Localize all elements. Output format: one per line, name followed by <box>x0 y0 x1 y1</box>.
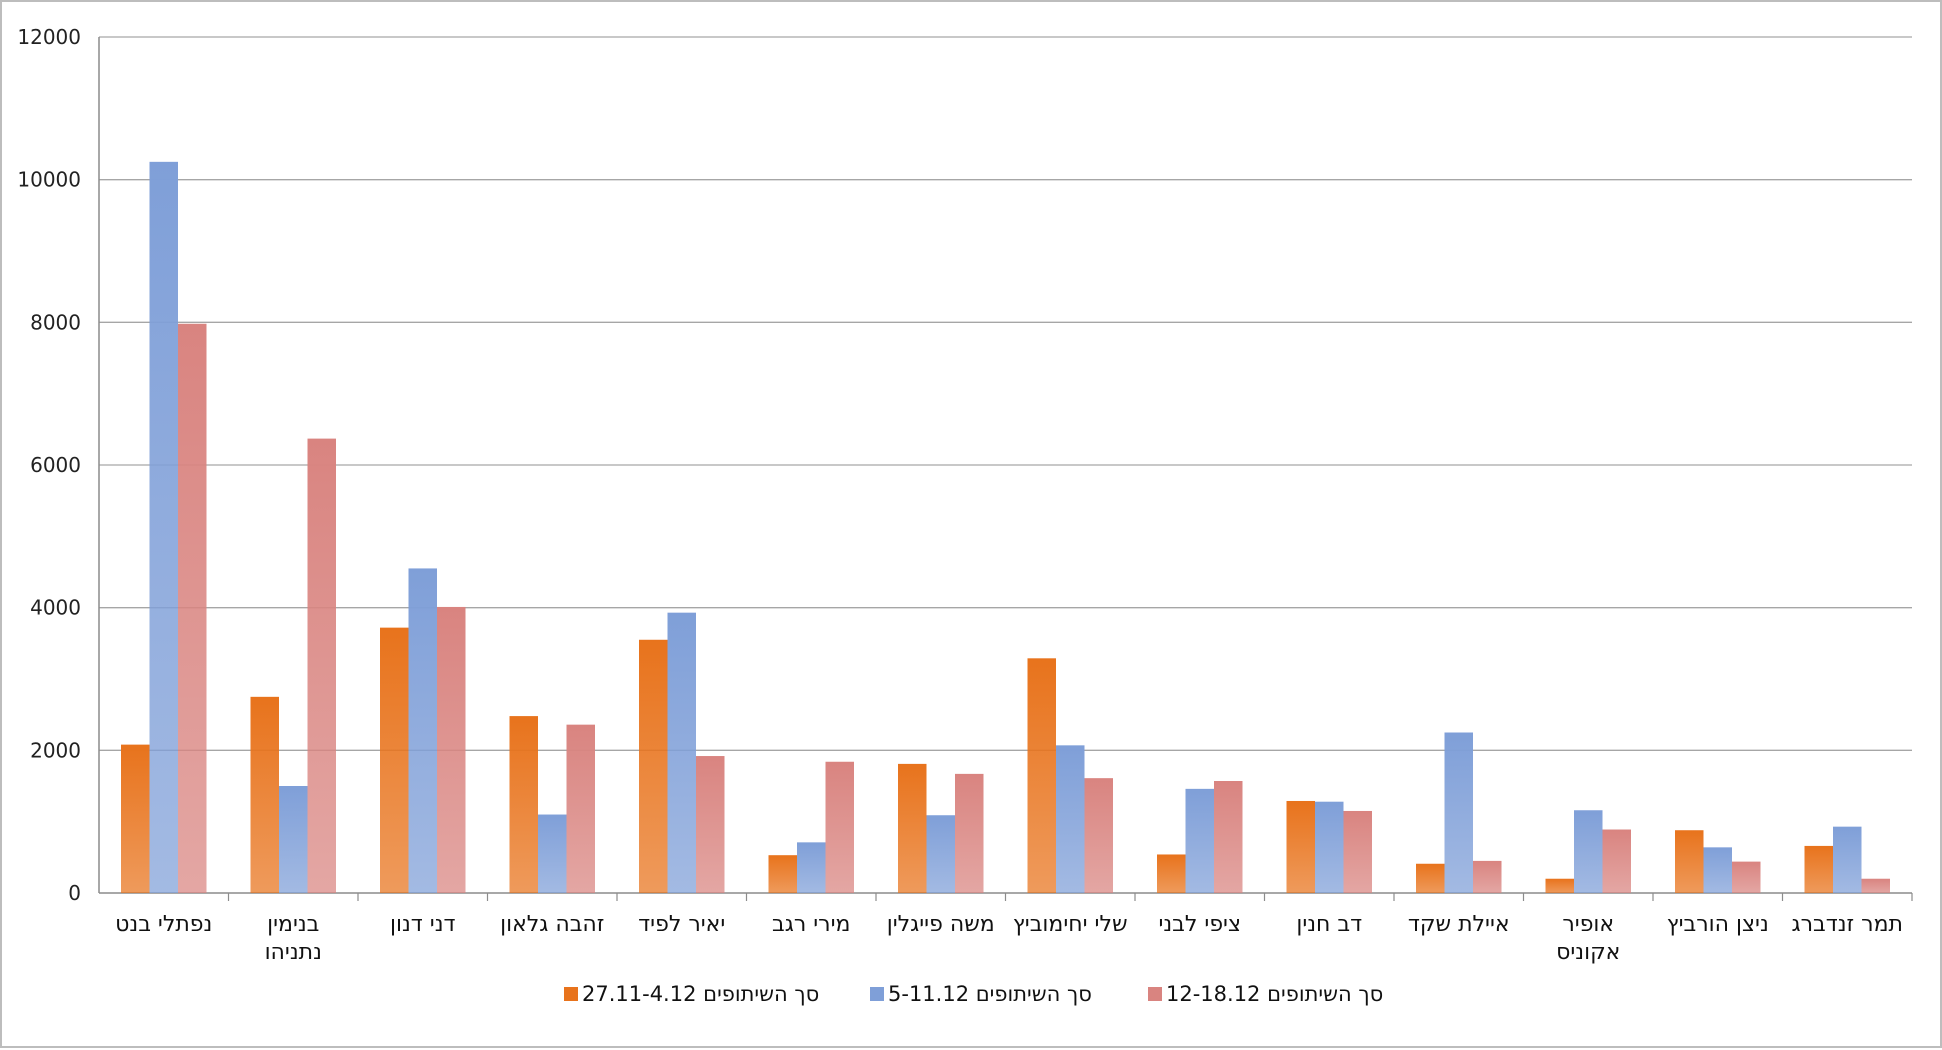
bar-3[interactable] <box>1861 878 1891 893</box>
x-tick-label: דני דנון <box>390 912 456 937</box>
bar-1[interactable] <box>121 744 150 893</box>
bar-3[interactable] <box>1602 829 1632 893</box>
bar-3[interactable] <box>825 761 855 893</box>
bar-3[interactable] <box>955 773 984 893</box>
bar-2[interactable] <box>149 161 179 894</box>
gridlines <box>99 36 1912 751</box>
bar-1[interactable] <box>1157 854 1186 893</box>
bar-2[interactable] <box>279 786 308 893</box>
bar-2[interactable] <box>538 814 567 893</box>
legend-label: סך השיתופים 5-11.12 <box>888 982 1092 1006</box>
x-axis-labels: נפתלי בנט בנימין נתניהו דני דנון זהבה גלאון י… <box>115 912 1903 965</box>
y-tick-label: 12000 <box>17 25 81 49</box>
bar-1[interactable] <box>1416 863 1445 893</box>
x-tick-label: אופיר <box>1562 912 1614 937</box>
bar-1[interactable] <box>1027 658 1057 893</box>
bar-2[interactable] <box>1444 732 1474 894</box>
bar-1[interactable] <box>509 716 539 893</box>
bar-3[interactable] <box>1473 860 1502 893</box>
x-tick-label: מירי רגב <box>772 912 850 937</box>
x-tick-label: זהבה גלאון <box>500 912 604 937</box>
y-axis: 0 2000 4000 6000 8000 10000 12000 <box>17 25 81 905</box>
bar-2[interactable] <box>926 815 956 893</box>
bar-3[interactable] <box>1732 861 1761 893</box>
y-tick-label: 8000 <box>30 310 81 334</box>
x-tick-label: ציפי לבני <box>1158 912 1241 937</box>
bar-3[interactable] <box>307 438 337 893</box>
x-tick-label: ניצן הורביץ <box>1667 912 1769 937</box>
bar-1[interactable] <box>380 627 409 893</box>
y-tick-label: 4000 <box>30 596 81 620</box>
bar-3[interactable] <box>1084 778 1114 893</box>
bar-3[interactable] <box>566 724 596 893</box>
legend-swatch <box>870 987 884 1001</box>
bar-2[interactable] <box>1703 847 1733 893</box>
x-tick-label: דב חנין <box>1296 912 1362 937</box>
y-tick-label: 0 <box>68 881 81 905</box>
y-tick-label: 2000 <box>30 738 81 762</box>
bar-3[interactable] <box>1343 810 1373 893</box>
x-tick-label: יאיר לפיד <box>638 912 725 937</box>
y-tick-label: 10000 <box>17 168 81 192</box>
x-tick-label: תמר זנדברג <box>1792 912 1903 937</box>
bar-3[interactable] <box>437 606 466 893</box>
bar-2[interactable] <box>1056 745 1085 893</box>
x-tick-label: שלי יחימוביץ <box>1013 912 1128 937</box>
bar-1[interactable] <box>1804 845 1834 893</box>
legend-label: סך השיתופים 12-18.12 <box>1166 982 1383 1006</box>
bar-2[interactable] <box>797 842 826 893</box>
bar-1[interactable] <box>1675 830 1704 893</box>
bar-1[interactable] <box>639 639 668 893</box>
legend: סך השיתופים 27.11-4.12 סך השיתופים 5-11.1… <box>564 982 1383 1006</box>
bar-1[interactable] <box>250 696 280 893</box>
x-tick-label: נפתלי בנט <box>115 912 212 937</box>
bar-1[interactable] <box>1545 878 1575 893</box>
legend-label: סך השיתופים 27.11-4.12 <box>582 982 819 1006</box>
y-tick-label: 6000 <box>30 453 81 477</box>
x-tick-label: משה פייגלין <box>887 912 995 937</box>
bar-1[interactable] <box>898 763 927 893</box>
bar-2[interactable] <box>1315 801 1344 893</box>
bars <box>121 161 1891 894</box>
x-tick-label: נתניהו <box>265 940 322 965</box>
bar-2[interactable] <box>1185 788 1215 893</box>
bar-3[interactable] <box>1214 781 1243 893</box>
x-tick-label: איילת שקד <box>1408 912 1510 937</box>
legend-swatch <box>1148 987 1162 1001</box>
bar-2[interactable] <box>408 568 438 893</box>
x-tick-label: אקוניס <box>1556 940 1620 965</box>
bar-1[interactable] <box>1286 800 1316 893</box>
legend-swatch <box>564 987 578 1001</box>
bar-2[interactable] <box>667 612 697 893</box>
bar-2[interactable] <box>1833 826 1862 893</box>
x-tick-label: בנימין <box>267 912 319 937</box>
bar-3[interactable] <box>696 756 725 893</box>
bar-3[interactable] <box>178 323 207 893</box>
bar-1[interactable] <box>768 855 798 893</box>
bar-2[interactable] <box>1574 810 1603 893</box>
